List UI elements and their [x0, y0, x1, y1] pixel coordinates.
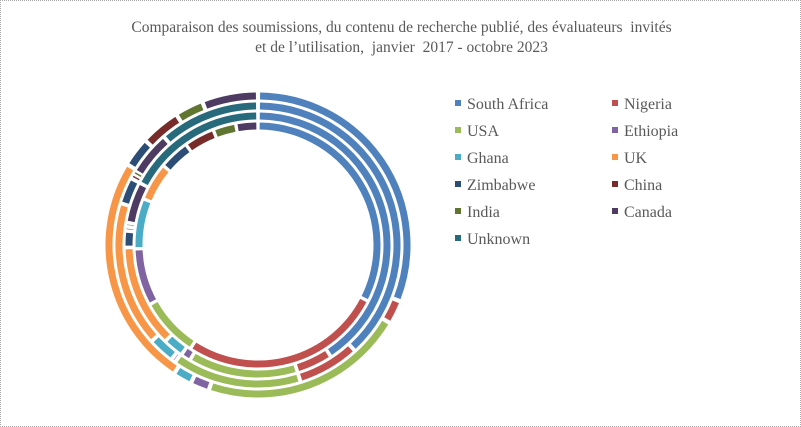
legend-item-usa: USA — [455, 123, 499, 141]
ring-3-segment-canada — [127, 185, 147, 223]
ring-4-segment-china — [188, 131, 215, 151]
legend-label: Nigeria — [624, 96, 672, 113]
legend-label: Unknown — [467, 231, 531, 248]
ring-1-segment-india — [178, 103, 204, 121]
chart-title: Comparaison des soumissions, du contenu … — [1, 18, 800, 58]
ring-4-segment-zimbabwe — [165, 146, 190, 170]
ring-4-segment-ghana — [135, 200, 151, 248]
legend-item-china: China — [612, 177, 662, 195]
ring-1-segment-usa — [211, 320, 389, 398]
ring-2-segment-unknown — [165, 102, 257, 142]
ring-1-segment-ethiopia — [193, 376, 210, 389]
legend-item-ghana: Ghana — [455, 150, 509, 168]
legend-swatch — [455, 127, 461, 134]
legend-swatch — [455, 181, 461, 188]
ring-2-segment-china — [132, 175, 140, 181]
ring-3-segment-south-africa — [259, 112, 391, 355]
ring-4-segment-ethiopia — [135, 250, 157, 303]
legend-label: India — [467, 204, 500, 221]
ring-3-segment-uk — [125, 249, 170, 340]
legend-swatch — [455, 154, 461, 161]
legend-item-india: India — [455, 204, 500, 222]
ring-4-segment-south-africa — [259, 122, 381, 300]
ring-3-segment-zimbabwe — [125, 232, 134, 246]
ring-4-segment-usa — [151, 301, 194, 347]
legend-label: Zimbabwe — [467, 177, 536, 194]
legend-label: Ghana — [467, 150, 509, 167]
chart-title-line-2: et de l’utilisation, janvier 2017 - octo… — [255, 39, 548, 56]
ring-2-segment-india — [134, 172, 142, 178]
legend-label: South Africa — [467, 96, 549, 113]
ring-3-segment-unknown — [141, 112, 257, 186]
ring-4-segment-nigeria — [192, 298, 367, 368]
ring-2-segment-usa — [177, 356, 299, 388]
ring-3-segment-ghana — [167, 336, 185, 353]
ring-2-segment-zimbabwe — [122, 180, 138, 204]
ring-4-segment-uk — [145, 167, 169, 201]
legend-swatch — [612, 100, 618, 107]
ring-1-segment-ghana — [176, 367, 193, 382]
legend-item-canada: Canada — [612, 204, 672, 222]
legend-label: Canada — [624, 204, 672, 221]
legend-swatch — [612, 181, 618, 188]
ring-1-segment-canada — [204, 92, 257, 109]
legend-swatch — [455, 235, 461, 242]
legend-swatch — [455, 208, 461, 215]
ring-2-segment-uk — [115, 205, 157, 340]
ring-1-segment-zimbabwe — [129, 142, 150, 167]
ring-2-segment-south-africa — [259, 102, 401, 349]
legend-item-zimbabwe: Zimbabwe — [455, 177, 535, 195]
ring-3-segment-nigeria — [296, 351, 329, 371]
ring-2-segment-canada — [136, 138, 168, 174]
legend-item-nigeria: Nigeria — [612, 96, 672, 114]
chart-title-line-1: Comparaison des soumissions, du contenu … — [131, 19, 672, 36]
legend-item-unknown: Unknown — [455, 231, 530, 249]
legend-label: Ethiopia — [624, 123, 679, 140]
legend-swatch — [612, 127, 618, 134]
legend-label: USA — [467, 123, 500, 140]
ring-1-segment-south-africa — [260, 92, 411, 300]
legend-item-south-africa: South Africa — [455, 96, 548, 114]
legend-item-ethiopia: Ethiopia — [612, 123, 678, 141]
ring-2-segment-nigeria — [299, 346, 353, 381]
legend-label: China — [624, 177, 663, 194]
ring-1-segment-nigeria — [384, 300, 399, 321]
ring-4-segment-india — [215, 124, 236, 137]
legend-label: UK — [624, 150, 648, 167]
ring-2-segment-ghana — [153, 337, 175, 358]
ring-1-segment-china — [147, 116, 180, 145]
legend-swatch — [455, 100, 461, 107]
ring-1-segment-uk — [105, 166, 177, 372]
ring-3-segment-ethiopia — [183, 348, 193, 359]
ring-4-segment-canada — [237, 122, 257, 132]
legend-swatch — [612, 208, 618, 215]
ring-3-segment-usa — [192, 353, 296, 378]
legend-swatch — [612, 154, 618, 161]
legend-item-uk: UK — [612, 150, 647, 168]
